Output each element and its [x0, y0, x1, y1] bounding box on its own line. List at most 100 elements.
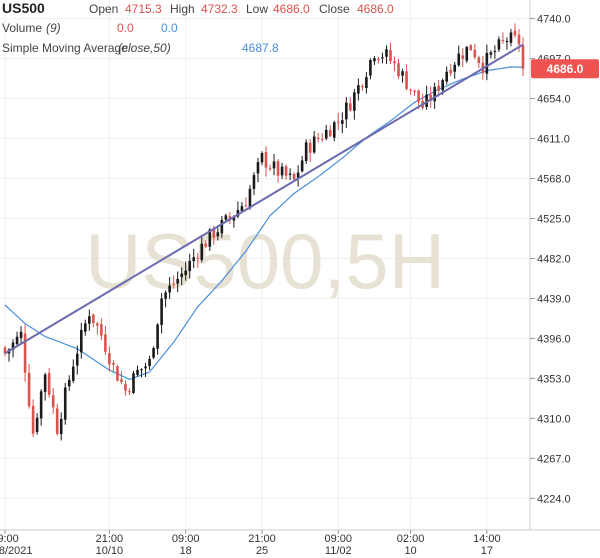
candle-body	[429, 94, 432, 101]
sma-line-layer	[4, 66, 523, 381]
candle-body	[349, 103, 352, 111]
candle-body	[308, 142, 312, 153]
candle-body	[79, 329, 83, 353]
candle-body	[409, 89, 412, 91]
candle-body	[264, 152, 268, 168]
x-axis[interactable]: 19:0009/28/202121:0010/1009:001821:00250…	[0, 530, 501, 557]
candle-body	[353, 92, 356, 111]
candle-body	[341, 120, 344, 124]
candle-body	[320, 138, 324, 140]
candle-body	[401, 71, 404, 76]
y-tick-label: 4267.0	[537, 453, 571, 465]
x-tick-time: 09:00	[325, 533, 353, 545]
candle-body	[280, 166, 284, 176]
candle-body	[19, 331, 23, 339]
candle-body	[377, 58, 380, 60]
y-tick-label: 4525.0	[537, 214, 571, 226]
candle-body	[393, 61, 396, 64]
watermark: US500,5H	[85, 217, 445, 305]
candle-body	[272, 161, 276, 169]
candle-body	[397, 63, 400, 77]
trendline-layer[interactable]	[4, 43, 524, 355]
x-tick-time: 19:00	[0, 533, 19, 545]
candle-body	[3, 347, 7, 354]
last-price-badge: 4686.0	[531, 59, 599, 79]
candle-body	[188, 260, 192, 272]
candle-body	[172, 283, 175, 285]
candle-body	[268, 168, 272, 170]
candle-body	[240, 206, 244, 211]
volume-label: Volume	[2, 21, 42, 35]
high-label: High	[170, 2, 195, 16]
close-value: 4686.0	[357, 2, 394, 16]
candle-body	[501, 40, 505, 42]
candle-body	[156, 324, 159, 349]
y-tick-label: 4439.0	[537, 293, 571, 305]
candle-body	[92, 314, 95, 324]
candle-body	[124, 383, 127, 391]
x-tick-date: 11/02	[325, 545, 352, 557]
low-label: Low	[246, 2, 268, 16]
candle-body	[457, 53, 461, 66]
candle-body	[312, 136, 316, 153]
volume-value-1: 0.0	[117, 21, 134, 35]
x-tick-date: 10	[404, 545, 416, 557]
volume-param: (9)	[46, 21, 61, 35]
y-axis[interactable]: 4740.04697.04654.04611.04568.04525.04482…	[530, 14, 571, 506]
candle-body	[521, 45, 525, 69]
candle-body	[63, 387, 67, 420]
y-tick-label: 4224.0	[537, 493, 571, 505]
x-tick-time: 14:00	[473, 533, 501, 545]
candle-body	[284, 166, 288, 176]
sma-label: Simple Moving Average	[2, 41, 128, 55]
candle-body	[116, 366, 119, 381]
candle-body	[168, 285, 171, 293]
last-price-badge-text: 4686.0	[547, 62, 584, 76]
candle-body	[23, 333, 27, 373]
candle-body	[47, 372, 51, 395]
y-tick-label: 4740.0	[537, 14, 571, 26]
candle-body	[180, 273, 183, 278]
candle-body	[39, 391, 43, 419]
candle-body	[71, 366, 75, 381]
candle-body	[228, 216, 232, 219]
candle-body	[509, 32, 513, 43]
candle-body	[120, 379, 123, 383]
candle-body	[357, 85, 360, 94]
candle-body	[461, 55, 465, 59]
candle-body	[220, 219, 224, 234]
x-tick-date: 10/10	[96, 545, 124, 557]
candle-body	[35, 417, 39, 432]
candle-body	[200, 243, 204, 260]
y-tick-label: 4654.0	[537, 94, 571, 106]
candle-body	[417, 90, 420, 102]
x-tick-time: 02:00	[397, 533, 425, 545]
candle-body	[31, 405, 35, 434]
candle-body	[27, 372, 31, 407]
candle-body	[328, 129, 332, 137]
candle-body	[324, 129, 328, 139]
candle-body	[361, 86, 364, 88]
candle-body	[67, 379, 71, 387]
candle-body	[288, 173, 292, 175]
candle-body	[292, 173, 296, 180]
candle-body	[224, 215, 228, 220]
candle-body	[128, 391, 131, 393]
candle-body	[216, 232, 220, 237]
candle-body	[75, 353, 79, 366]
candle-body	[385, 49, 388, 57]
candle-body	[148, 359, 151, 367]
x-tick-date: 25	[256, 545, 268, 557]
candle-body	[389, 50, 392, 62]
candle-body	[160, 298, 163, 325]
candle-body	[365, 77, 368, 89]
candle-body	[212, 228, 216, 238]
sma-param: (close,50)	[118, 41, 171, 55]
candles	[3, 23, 525, 441]
candle-body	[104, 334, 107, 352]
candle-body	[252, 175, 256, 189]
candle-body	[316, 137, 320, 139]
candle-body	[497, 39, 501, 50]
